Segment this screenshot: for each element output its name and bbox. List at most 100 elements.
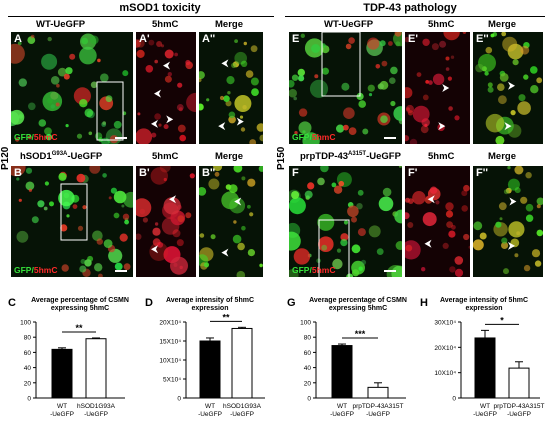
x-tick-label: WT [205,403,215,410]
cell-body [177,124,186,133]
cell-body [468,245,470,249]
cell-body [186,92,196,113]
y-tick-label: 5X10⁴ [163,377,181,384]
cell-body [352,269,360,277]
cell-body [503,189,509,195]
arrowhead-icon [508,81,515,90]
cell-body [449,266,456,273]
cell-body [510,110,516,116]
cell-body [243,41,247,46]
arrowhead-icon [218,122,226,131]
x-tick-label: -UeGFP [473,411,497,418]
y-tick-label: 20X10⁴ [159,320,181,327]
cell-body [304,190,313,199]
cell-body [501,237,508,244]
mB-image [11,166,133,277]
column-header-5hmc-b: 5hmC [152,151,179,162]
cell-body [357,189,364,196]
cell-body [108,196,112,200]
panel-letter-g: G [287,297,296,309]
cell-body [484,71,489,76]
x-tick-label: prpTDP-43A315T [494,403,545,410]
cell-body [531,249,541,258]
column-header-5hmc-e: 5hmC [428,19,455,30]
cell-body [536,204,541,209]
cell-body [445,202,454,211]
micrograph-f-double-prime: F'' [472,165,544,278]
cell-body [170,256,188,275]
cell-body [317,213,335,231]
arrowhead-icon [221,248,229,257]
cell-body [389,77,396,84]
cell-body [448,106,453,111]
cell-body [405,87,413,99]
cell-body [249,139,257,144]
cell-body [101,137,110,144]
micrograph-b-double-prime: B'' [198,165,264,278]
cell-body [174,52,178,57]
cell-body [309,79,329,98]
prptdp-suffix: -UeGFP [366,151,401,163]
bar [231,327,253,399]
row-label-right: P150 [276,146,287,170]
cell-body [405,36,410,43]
cell-body [148,39,155,46]
cell-body [393,106,402,121]
micrograph-letter: B [14,167,22,179]
cell-body [390,66,398,75]
micrograph-letter: F'' [476,167,488,179]
cell-body [151,132,157,138]
section-title-left: mSOD1 toxicity [119,2,201,14]
cell-body [346,273,354,277]
cell-body [536,229,543,237]
cell-body [18,78,27,87]
chart-title-h: Average intensity of 5hmC expression [439,297,529,312]
cell-body [348,127,357,135]
cell-body [154,113,161,120]
cell-body [50,76,60,85]
micrograph-b: B GFP/5hmC [10,165,134,278]
cell-body [122,213,130,220]
micrograph-e-prime: E' [404,31,471,145]
cell-body [109,135,119,144]
cell-body [176,239,184,247]
cell-body [293,96,297,101]
micrograph-e-double-prime: E'' [472,31,544,145]
cell-body [88,131,93,136]
cell-body [121,204,125,208]
cell-body [360,259,367,265]
cell-body [247,178,256,187]
cell-body [429,186,438,194]
significance-label: ** [222,312,230,322]
cell-body [445,210,454,218]
cell-body [518,94,526,102]
cell-body [336,248,342,253]
cell-body [320,166,329,173]
channel-5hmc: 5hmC [33,132,58,142]
cell-body [228,184,238,193]
cell-body [448,230,456,238]
cell-body [177,82,183,88]
cell-body [58,189,75,207]
panel-letter-d: D [145,297,153,309]
cell-body [77,225,84,231]
arrowhead-icon [234,197,242,206]
column-header-5hmc-a: 5hmC [152,19,179,30]
cell-body [395,241,402,250]
cell-body [357,228,366,237]
cell-body [250,77,259,86]
cell-body [291,191,300,199]
column-header-wt-left: WT-UeGFP [36,19,86,30]
cell-body [523,74,529,80]
cell-body [236,270,246,277]
cell-body [321,67,329,75]
cell-body [501,241,509,249]
x-tick-label: WT [57,403,67,410]
cell-body [27,135,32,140]
cell-body [154,59,158,64]
cell-body [435,200,440,205]
cell-body [84,108,94,118]
cell-body [185,59,191,66]
column-header-merge-a: Merge [215,19,243,30]
inset-box [318,219,350,277]
